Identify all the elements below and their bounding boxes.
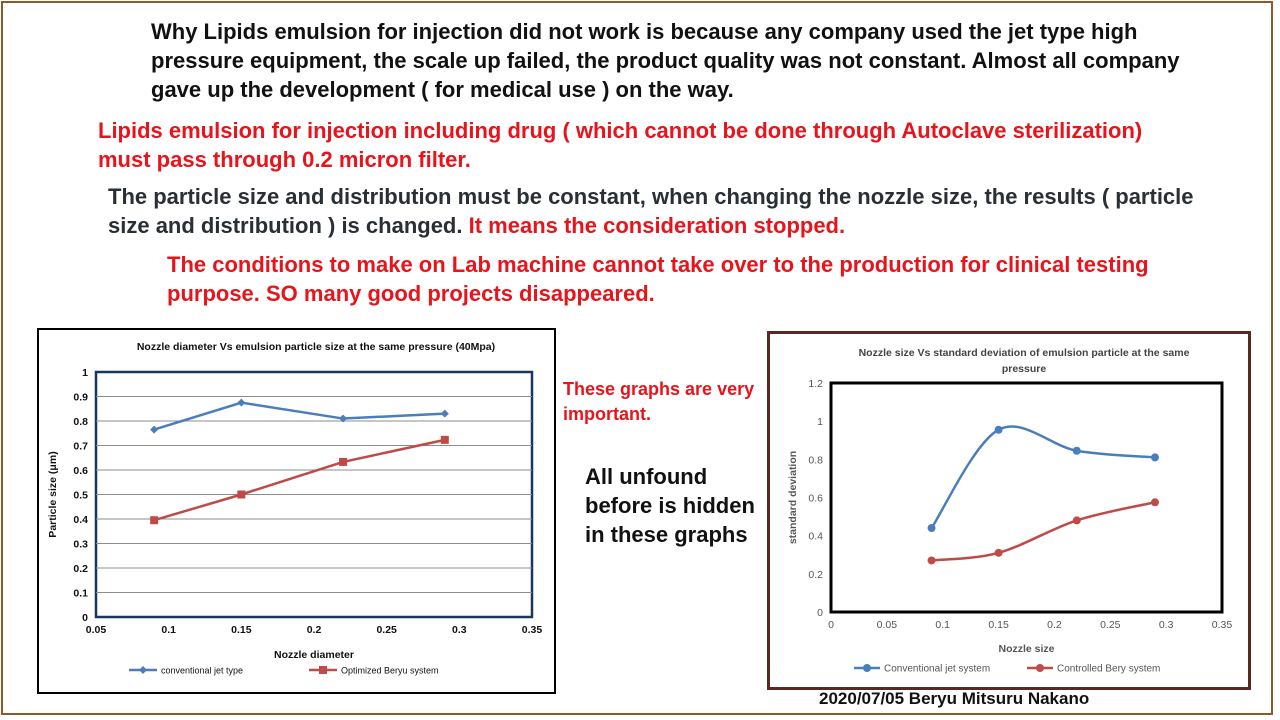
series-0 [150, 398, 449, 434]
series-line [153, 438, 446, 522]
data-point [994, 425, 1003, 434]
y-tick-label: 1.2 [808, 378, 823, 390]
y-tick-label: 1 [817, 416, 823, 428]
filter-requirement-text: Lipids emulsion for injection including … [98, 118, 1143, 172]
y-tick-label: 0.2 [73, 563, 88, 575]
data-point [927, 556, 936, 565]
x-tick-label: 0.15 [988, 619, 1009, 631]
y-tick-label: 1 [82, 367, 88, 379]
y-tick-label: 0.2 [808, 569, 823, 581]
legend-swatch-marker [319, 666, 327, 674]
y-tick-label: 0.6 [808, 493, 823, 505]
graphs-important-note: These graphs are very important. [563, 379, 755, 424]
std-deviation-chart-svg: Nozzle size Vs standard deviation of emu… [787, 347, 1233, 675]
legend-label: Controlled Bery system [1057, 664, 1160, 675]
x-tick-label: 0.05 [877, 619, 898, 631]
consideration-stopped-text: It means the consideration stopped. [468, 213, 846, 238]
data-point [1072, 446, 1081, 455]
x-axis-label: Nozzle diameter [274, 649, 354, 661]
x-tick-label: 0.1 [161, 624, 176, 636]
x-tick-label: 0.15 [231, 624, 252, 636]
legend-label: conventional jet type [161, 666, 243, 676]
x-tick-label: 0.2 [1047, 619, 1062, 631]
chart-title: Nozzle diameter Vs emulsion particle siz… [137, 341, 495, 353]
std-deviation-chart: Nozzle size Vs standard deviation of emu… [767, 331, 1251, 690]
x-tick-label: 0.35 [522, 624, 543, 636]
intro-paragraph: Why Lipids emulsion for injection did no… [151, 19, 1180, 102]
data-point [150, 516, 159, 525]
data-point [440, 409, 449, 418]
plot-area [829, 381, 1224, 614]
y-tick-label: 0.8 [808, 454, 823, 466]
data-point [150, 425, 159, 434]
data-point [237, 490, 246, 499]
x-tick-label: 0.25 [376, 624, 397, 636]
particle-size-chart-svg: Nozzle diameter Vs emulsion particle siz… [47, 341, 543, 676]
x-axis-label: Nozzle size [998, 643, 1054, 655]
x-tick-label: 0.25 [1100, 619, 1121, 631]
y-tick-label: 0.6 [73, 465, 88, 477]
data-point [339, 457, 348, 466]
data-point [994, 548, 1003, 557]
y-tick-label: 0.1 [73, 588, 88, 600]
x-tick-label: 0.2 [307, 624, 322, 636]
y-tick-label: 0.7 [73, 441, 88, 453]
y-axis-label: Particle size (μm) [47, 451, 59, 537]
data-point [1150, 453, 1159, 462]
y-tick-label: 0 [817, 607, 823, 619]
particle-size-paragraph: The particle size and distribution must … [108, 182, 1198, 240]
hidden-in-graphs-note: All unfound before is hidden in these gr… [585, 464, 755, 547]
author-date-footer: 2020/07/05 Beryu Mitsuru Nakano [819, 689, 1090, 708]
data-point [927, 524, 936, 533]
data-point [440, 435, 449, 444]
series-line [153, 401, 445, 431]
legend-swatch-marker [139, 666, 147, 674]
x-tick-label: 0.1 [935, 619, 950, 631]
y-tick-label: 0.4 [808, 531, 823, 543]
x-tick-label: 0 [828, 619, 834, 631]
series-line [931, 501, 1156, 562]
legend-swatch-marker [863, 664, 871, 672]
conditions-paragraph: The conditions to make on Lab machine ca… [167, 252, 1149, 306]
x-tick-label: 0.3 [1159, 619, 1174, 631]
particle-size-text: The particle size and distribution must … [108, 184, 1194, 238]
y-axis-label: standard deviation [787, 451, 799, 544]
series-0 [927, 425, 1159, 533]
y-tick-label: 0.9 [73, 392, 88, 404]
series-1 [927, 498, 1159, 565]
legend-label: Conventional jet system [884, 664, 990, 675]
data-point [1150, 498, 1159, 507]
particle-size-chart: Nozzle diameter Vs emulsion particle siz… [37, 328, 556, 694]
chart-title-line: pressure [1002, 363, 1047, 375]
y-tick-label: 0 [82, 612, 88, 624]
series-line [930, 425, 1156, 529]
y-tick-label: 0.5 [73, 490, 88, 502]
data-point [339, 414, 348, 423]
legend-label: Optimized Beryu system [341, 666, 439, 676]
y-tick-label: 0.8 [73, 416, 88, 428]
data-point [1072, 516, 1081, 525]
x-tick-label: 0.35 [1212, 619, 1233, 631]
legend-swatch-marker [1036, 664, 1044, 672]
x-tick-label: 0.3 [452, 624, 467, 636]
x-tick-label: 0.05 [86, 624, 107, 636]
y-tick-label: 0.3 [73, 539, 88, 551]
y-tick-label: 0.4 [73, 514, 88, 526]
data-point [237, 398, 246, 407]
series-1 [150, 435, 449, 525]
chart-title-line: Nozzle size Vs standard deviation of emu… [859, 347, 1190, 359]
